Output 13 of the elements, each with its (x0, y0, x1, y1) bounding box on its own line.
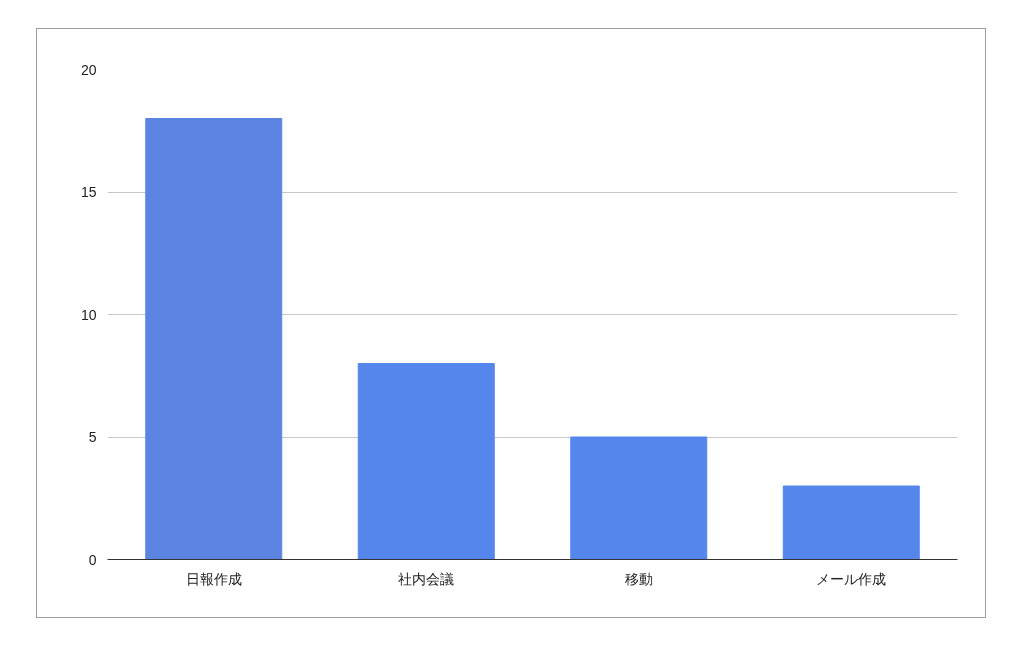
bar (357, 363, 495, 560)
y-tick-label: 0 (88, 551, 97, 568)
x-tick-label: 移動 (624, 570, 653, 587)
x-tick-label: 日報作成 (185, 570, 242, 587)
bar (145, 118, 283, 560)
x-tick-label: 社内会議 (398, 570, 455, 587)
y-tick-label: 20 (80, 61, 97, 78)
y-tick-label: 10 (80, 306, 97, 323)
x-tick-label: メール作成 (816, 570, 887, 587)
bar (782, 485, 920, 560)
y-tick-label: 5 (88, 429, 97, 445)
bar (570, 436, 708, 560)
y-tick-label: 15 (80, 184, 97, 200)
